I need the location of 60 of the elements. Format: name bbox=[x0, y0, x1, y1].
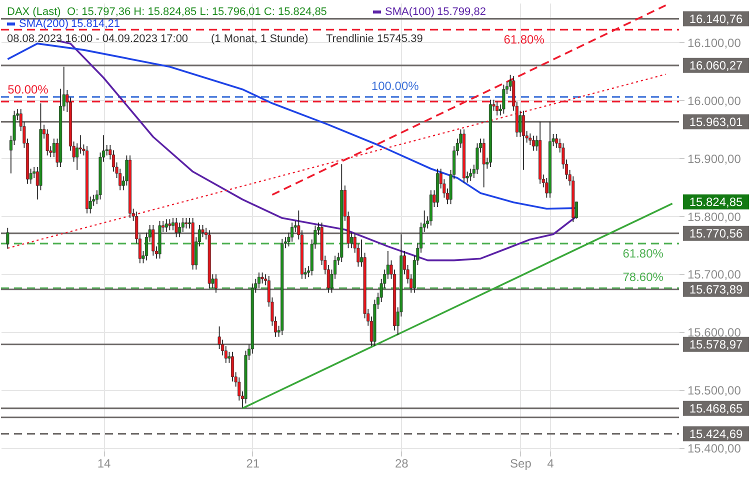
x-tick-label: 28 bbox=[395, 456, 409, 470]
ref-line-label: 16.060,27 bbox=[689, 58, 744, 72]
candlestick bbox=[6, 227, 10, 250]
annotation: 78.60% bbox=[622, 270, 664, 284]
candlestick bbox=[152, 224, 155, 256]
y-tick-label: 16.100,00 bbox=[688, 36, 742, 50]
annotation: 50.00% bbox=[8, 82, 49, 97]
annotation: 61.80% bbox=[622, 246, 664, 261]
candlestick bbox=[290, 222, 294, 242]
y-tick-label: 15.700,00 bbox=[688, 268, 742, 282]
candlestick bbox=[46, 128, 49, 156]
candlestick bbox=[260, 272, 264, 284]
annotation: 15.799,82 bbox=[437, 6, 486, 18]
candlestick bbox=[164, 218, 168, 232]
candlestick bbox=[502, 84, 506, 114]
y-tick-label: 15.400,00 bbox=[688, 442, 742, 456]
ref-line-label: 15.468,65 bbox=[689, 401, 744, 416]
candlestick bbox=[184, 218, 188, 229]
annotation: (1 Monat, 1 Stunde) bbox=[211, 33, 308, 45]
y-tick-label: 15.600,00 bbox=[688, 326, 742, 340]
candlestick bbox=[257, 272, 260, 289]
candlestick bbox=[496, 101, 499, 116]
x-tick-label: 21 bbox=[246, 456, 260, 470]
candlestick bbox=[476, 142, 479, 174]
chart-title: DAX (Last) bbox=[7, 6, 61, 18]
candlestick bbox=[518, 110, 522, 138]
candlestick bbox=[168, 218, 172, 231]
candlestick bbox=[482, 138, 486, 188]
y-tick-label: 15.500,00 bbox=[688, 384, 742, 398]
ref-line-label: 15.578,97 bbox=[689, 337, 744, 352]
ref-line-label: 16.140,76 bbox=[689, 12, 744, 26]
annotation: Trendlinie 15745.39 bbox=[326, 33, 423, 45]
y-tick-label: 15.900,00 bbox=[688, 152, 742, 166]
candlestick bbox=[469, 168, 472, 182]
annotation: 08.08.2023 16:00 - 04.09.2023 17:00 bbox=[7, 33, 188, 45]
text: SMA(100) bbox=[385, 6, 435, 18]
ref-line-label: 15.963,01 bbox=[689, 114, 744, 129]
ref-line-label: 15.673,89 bbox=[689, 282, 744, 296]
candlestick bbox=[555, 134, 558, 148]
y-tick-label: 15.800,00 bbox=[688, 210, 742, 224]
annotation: 100.00% bbox=[371, 78, 420, 93]
ref-line-label: 15.770,56 bbox=[689, 226, 744, 240]
candlestick bbox=[532, 135, 535, 152]
y-tick-label: 16.000,00 bbox=[688, 94, 742, 108]
x-tick-label: Sep bbox=[510, 456, 532, 470]
candlestick bbox=[214, 274, 218, 294]
candlestick bbox=[174, 218, 178, 238]
annotation: 15.814,21 bbox=[71, 18, 120, 30]
candlestick bbox=[201, 224, 204, 238]
x-tick-label: 14 bbox=[97, 456, 112, 470]
candlestick bbox=[522, 110, 526, 170]
candlestick bbox=[78, 134, 82, 154]
ref-line-label: 15.424,69 bbox=[689, 426, 744, 441]
x-tick-label: 4 bbox=[547, 456, 554, 470]
candlestick bbox=[178, 222, 182, 238]
annotation: O: 15.797,36 H: 15.824,85 L: 15.796,01 C: 15.824,85 bbox=[67, 6, 327, 18]
candlestick bbox=[172, 218, 174, 231]
series-label: SMA(200) bbox=[19, 18, 69, 30]
annotation: 61.80% bbox=[504, 32, 545, 47]
text: 15.824,85 bbox=[689, 194, 744, 209]
